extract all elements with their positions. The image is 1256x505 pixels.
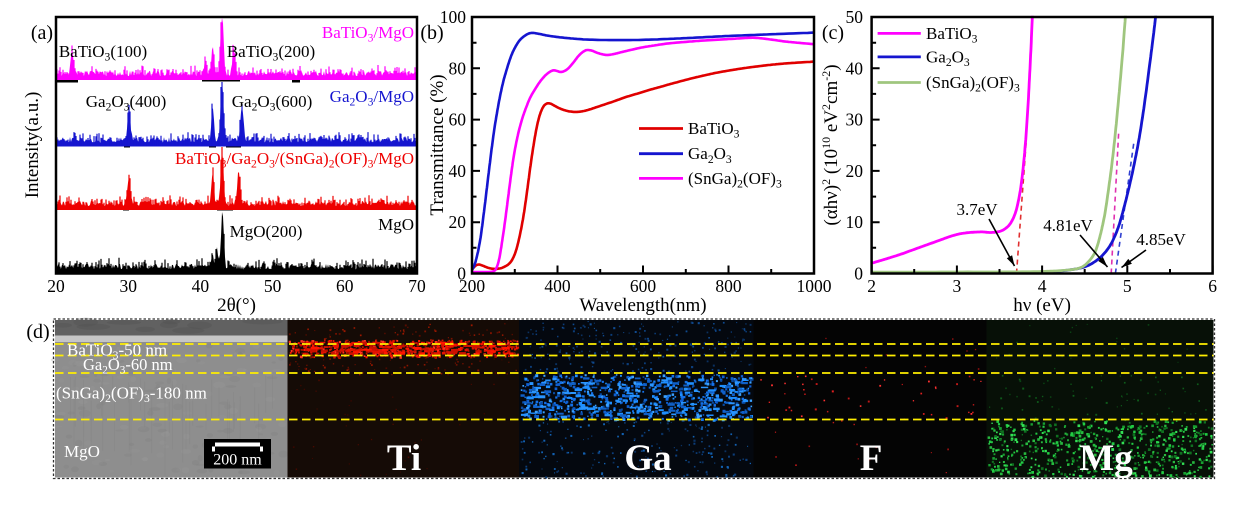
svg-text:200: 200 — [459, 276, 486, 296]
svg-text:20: 20 — [846, 161, 864, 181]
svg-text:50: 50 — [846, 7, 864, 27]
svg-text:40: 40 — [846, 58, 864, 78]
svg-text:Ga: Ga — [624, 438, 671, 479]
svg-text:BaTiO3​: BaTiO3​ — [926, 24, 978, 46]
svg-text:200 nm: 200 nm — [213, 452, 262, 469]
svg-text:Ga2​O3​/MgO: Ga2​O3​/MgO — [330, 87, 414, 109]
svg-text:5: 5 — [1123, 276, 1132, 296]
svg-text:Mg: Mg — [1079, 438, 1133, 479]
svg-text:80: 80 — [449, 58, 467, 78]
svg-text:(SnGa)2​(OF)3​-180 nm: (SnGa)2​(OF)3​-180 nm — [56, 384, 207, 406]
svg-text:Ga2​O3​: Ga2​O3​ — [926, 48, 970, 70]
svg-text:(αhν)2 (1010 eV2cm-2): (αhν)2 (1010 eV2cm-2) — [819, 64, 842, 225]
svg-text:Ti: Ti — [387, 438, 421, 479]
svg-text:40: 40 — [449, 161, 467, 181]
svg-text:(SnGa)2​(OF)3​: (SnGa)2​(OF)3​ — [688, 169, 782, 191]
svg-text:Ga2​O3​-60 nm: Ga2​O3​-60 nm — [83, 355, 173, 377]
svg-text:800: 800 — [715, 276, 742, 296]
svg-text:(c): (c) — [822, 22, 844, 44]
svg-text:600: 600 — [630, 276, 657, 296]
svg-text:BaTiO3​(200): BaTiO3​(200) — [227, 42, 315, 64]
svg-text:1000: 1000 — [797, 276, 832, 296]
svg-text:4.81eV: 4.81eV — [1043, 216, 1093, 235]
svg-text:3: 3 — [953, 276, 962, 296]
svg-text:20: 20 — [449, 212, 467, 232]
svg-text:3.7eV: 3.7eV — [956, 200, 998, 219]
svg-text:4.85eV: 4.85eV — [1136, 230, 1186, 249]
svg-text:0: 0 — [854, 264, 863, 284]
svg-text:F: F — [860, 438, 883, 479]
svg-text:30: 30 — [119, 276, 137, 296]
svg-text:6: 6 — [1208, 276, 1217, 296]
svg-text:(d): (d) — [26, 321, 49, 343]
svg-text:hν (eV): hν (eV) — [1013, 295, 1071, 316]
svg-text:Ga2​O3​(600): Ga2​O3​(600) — [232, 92, 313, 114]
svg-text:4: 4 — [1038, 276, 1047, 296]
svg-text:2θ(°): 2θ(°) — [217, 295, 256, 316]
svg-text:60: 60 — [449, 110, 467, 130]
svg-text:(b): (b) — [420, 22, 443, 44]
svg-text:60: 60 — [336, 276, 354, 296]
svg-text:30: 30 — [846, 110, 864, 130]
svg-text:2: 2 — [867, 276, 876, 296]
svg-text:10: 10 — [846, 212, 864, 232]
svg-text:BaTiO3​-50 nm: BaTiO3​-50 nm — [67, 341, 167, 363]
svg-text:BaTiO3​/Ga2​O3​/(SnGa)2​(OF)3​: BaTiO3​/Ga2​O3​/(SnGa)2​(OF)3​/MgO — [175, 149, 414, 171]
svg-text:100: 100 — [440, 7, 467, 27]
svg-text:BaTiO3​(100): BaTiO3​(100) — [59, 42, 147, 64]
svg-text:MgO: MgO — [378, 215, 414, 234]
svg-text:Ga2​O3​(400): Ga2​O3​(400) — [86, 92, 167, 114]
svg-text:Wavelength(nm): Wavelength(nm) — [579, 295, 706, 316]
svg-text:(a): (a) — [31, 22, 53, 44]
svg-text:20: 20 — [47, 276, 65, 296]
svg-text:MgO(200): MgO(200) — [230, 222, 303, 241]
svg-text:70: 70 — [408, 276, 426, 296]
svg-text:40: 40 — [192, 276, 210, 296]
svg-text:400: 400 — [544, 276, 571, 296]
svg-text:(SnGa)2​(OF)3​: (SnGa)2​(OF)3​ — [926, 73, 1020, 95]
svg-text:BaTiO3​: BaTiO3​ — [688, 119, 740, 141]
svg-text:Intensity(a.u.): Intensity(a.u.) — [22, 92, 43, 199]
svg-text:BaTiO3​/MgO: BaTiO3​/MgO — [322, 23, 414, 45]
svg-text:50: 50 — [264, 276, 282, 296]
svg-text:MgO: MgO — [64, 442, 100, 461]
svg-text:0: 0 — [457, 264, 466, 284]
svg-text:Ga2​O3​: Ga2​O3​ — [688, 144, 732, 166]
svg-text:Transmittance (%): Transmittance (%) — [427, 74, 448, 215]
